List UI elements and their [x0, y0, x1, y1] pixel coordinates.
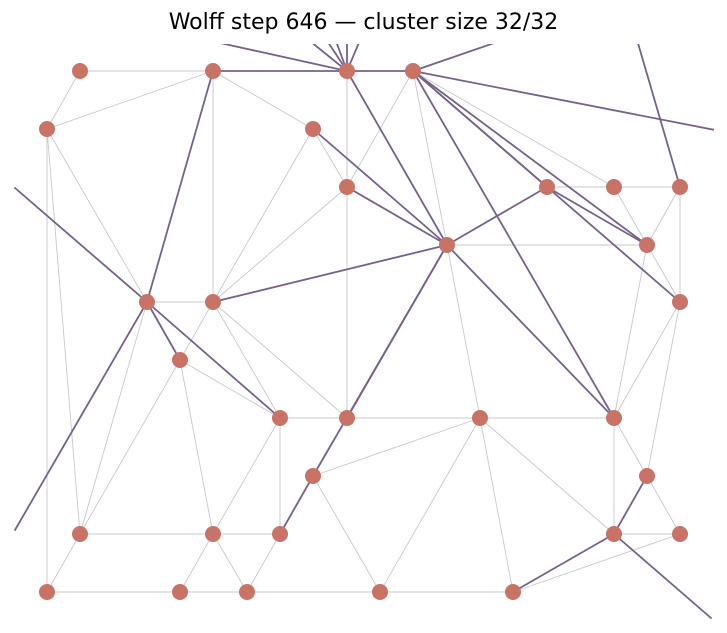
lattice-edge — [79, 301, 148, 535]
graph-node — [672, 526, 688, 542]
graph-node — [72, 526, 88, 542]
lattice-edge — [312, 128, 348, 188]
graph-node — [539, 179, 555, 195]
cluster-edge-external — [14, 187, 148, 303]
graph-node — [172, 352, 188, 368]
lattice-edge — [179, 359, 281, 419]
cluster-edge-external — [637, 44, 681, 188]
graph-node — [405, 63, 421, 79]
graph-node — [339, 410, 355, 426]
lattice-edge — [212, 186, 348, 303]
lattice-edge — [646, 475, 681, 535]
cluster-edge-external — [14, 301, 148, 531]
graph-node — [639, 237, 655, 253]
lattice-edge — [312, 417, 481, 477]
lattice-edge — [379, 417, 481, 593]
lattice-edge — [479, 417, 615, 535]
lattice-edge — [212, 301, 281, 419]
cluster-edge-external — [412, 70, 714, 131]
lattice-edge — [312, 475, 381, 593]
lattice-edges — [46, 70, 681, 593]
cluster-edge — [512, 533, 615, 593]
cluster-edge — [146, 301, 281, 419]
graph-node — [205, 63, 221, 79]
graph-node — [439, 237, 455, 253]
cluster-edge — [346, 70, 448, 246]
cluster-edge — [146, 70, 214, 303]
graph-node — [305, 121, 321, 137]
graph-node — [205, 526, 221, 542]
graph-node — [339, 63, 355, 79]
graph-node — [339, 179, 355, 195]
lattice-edge — [212, 417, 281, 535]
graph-node — [639, 468, 655, 484]
cluster-edge — [346, 186, 448, 246]
lattice-edge — [646, 244, 681, 303]
graph-node — [172, 584, 188, 600]
graph-node — [305, 468, 321, 484]
cluster-edges — [14, 44, 714, 619]
graph-nodes — [39, 63, 688, 600]
cluster-edge — [412, 70, 648, 246]
lattice-edge — [613, 301, 681, 419]
lattice-edge — [212, 128, 314, 303]
graph-node — [505, 584, 521, 600]
cluster-edge — [312, 128, 448, 246]
graph-node — [606, 526, 622, 542]
lattice-edge — [179, 301, 214, 361]
cluster-edge-external — [312, 44, 348, 72]
graph-node — [205, 294, 221, 310]
cluster-edge — [613, 475, 648, 535]
graph-node — [672, 294, 688, 310]
lattice-edge — [479, 417, 514, 593]
lattice-edge — [212, 301, 348, 419]
graph-node — [72, 63, 88, 79]
diagram-title: Wolff step 646 — cluster size 32/32 — [168, 10, 559, 35]
cluster-edge-external — [412, 44, 495, 72]
cluster-edge-external — [220, 44, 348, 72]
cluster-edge — [279, 475, 314, 535]
lattice-edge — [646, 301, 681, 477]
cluster-edge — [312, 244, 448, 477]
graph-node — [472, 410, 488, 426]
lattice-edge — [179, 533, 214, 593]
lattice-edge — [613, 417, 648, 477]
graph-node — [272, 526, 288, 542]
cluster-edge — [146, 301, 181, 361]
graph-node — [372, 584, 388, 600]
graph-node — [39, 584, 55, 600]
lattice-edge — [46, 70, 214, 130]
graph-node — [606, 410, 622, 426]
graph-node — [139, 294, 155, 310]
lattice-edge — [179, 359, 214, 535]
lattice-edge — [46, 70, 81, 130]
lattice-edge — [46, 533, 81, 593]
lattice-edge — [46, 128, 81, 535]
graph-node — [39, 121, 55, 137]
lattice-edge — [246, 533, 281, 593]
lattice-edge — [613, 244, 648, 419]
lattice-edge — [212, 70, 314, 130]
cluster-edge — [412, 70, 615, 419]
graph-node — [606, 179, 622, 195]
cluster-edge — [546, 186, 648, 246]
graph-node — [672, 179, 688, 195]
cluster-edge-external — [613, 533, 712, 619]
lattice-edge — [446, 244, 481, 419]
lattice-edge — [412, 70, 615, 188]
cluster-edge — [212, 244, 448, 303]
cluster-edge — [446, 244, 615, 419]
lattice-edge — [512, 533, 681, 593]
graph-node — [239, 584, 255, 600]
lattice-edge — [412, 70, 448, 246]
graph-node — [272, 410, 288, 426]
lattice-edge — [46, 128, 148, 303]
lattice-edge — [212, 533, 248, 593]
lattice-edge — [646, 186, 681, 246]
lattice-edge — [79, 359, 181, 535]
lattice-edge — [613, 186, 648, 246]
